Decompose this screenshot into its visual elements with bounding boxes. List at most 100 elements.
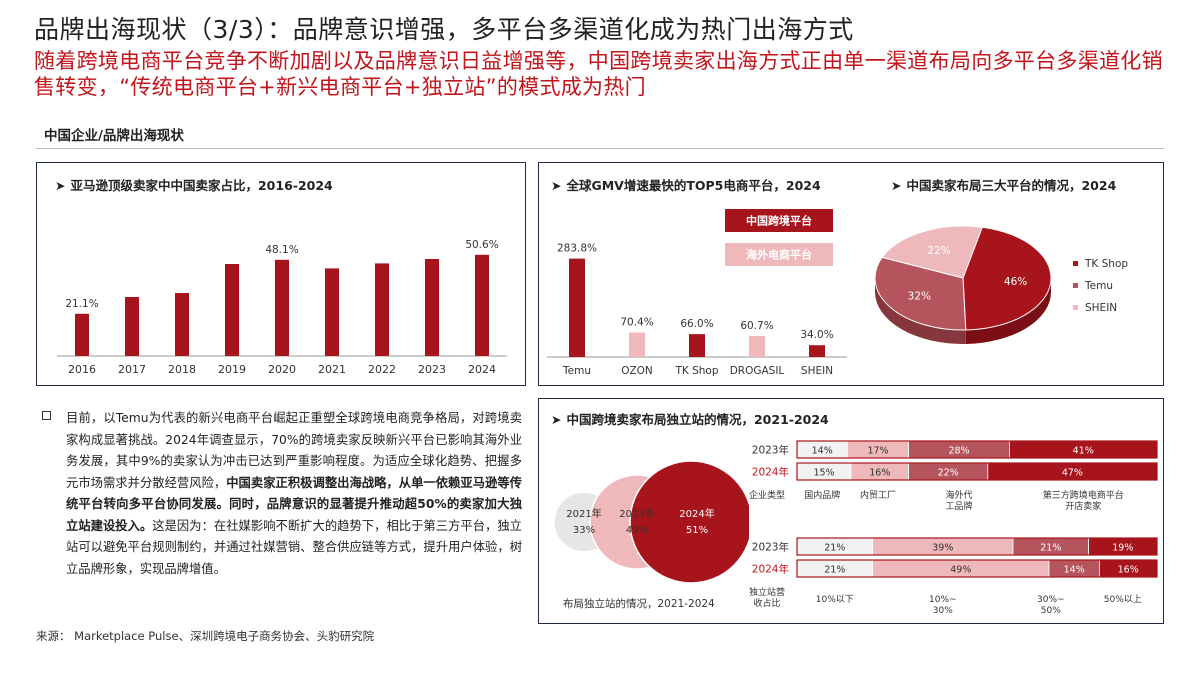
x-tick-label: 2018 [168, 363, 196, 376]
category-label: 30% [933, 606, 953, 616]
category-label: 工品牌 [945, 500, 972, 512]
row-type-label: 收占比 [753, 597, 780, 609]
legend-box-1 [725, 243, 833, 266]
data-label: 60.7% [740, 320, 773, 332]
category-label: 国内品牌 [804, 489, 840, 501]
legend-marker-1 [1073, 283, 1078, 288]
chart-title-independent: 中国跨境卖家布局独立站的情况，2021-2024 [566, 412, 829, 427]
panel-title-independent: ➤ 中国跨境卖家布局独立站的情况，2021-2024 [551, 409, 829, 428]
bubble-year-label: 2024年 [679, 507, 714, 520]
section-divider [36, 148, 1164, 149]
bar-2021 [325, 268, 339, 356]
x-tick-label: 2024 [468, 363, 496, 376]
bubble-value-label: 49% [626, 525, 648, 536]
data-label: 66.0% [680, 318, 713, 330]
chart-title-gmv: 全球GMV增速最快的TOP5电商平台，2024 [566, 178, 821, 193]
pie-slice-temu [874, 256, 967, 331]
pie-data-label: 22% [927, 245, 950, 257]
chart-amazon-share: 2016 21.1% 2017 2018 2019 2020 48.1% 2021 2022 20… [57, 239, 507, 376]
chart-title-amazon: 亚马逊顶级卖家中中国卖家占比，2016-2024 [70, 178, 333, 193]
legend-label-1: Temu [1084, 280, 1113, 292]
legend-label-0: 中国跨境平台 [746, 214, 812, 228]
segment-label: 28% [948, 446, 969, 457]
legend-marker-2 [1073, 305, 1078, 310]
chart-bubbles: 2021年 33% 2023年 49% 2024年 51% 布局独立站的情况，2021-20… [553, 460, 749, 610]
row-type-label: 企业类型 [749, 489, 785, 501]
triangle-bullet-icon: ➤ [55, 178, 66, 193]
bullet-text-part2: 中国卖家正积极调整出海战略，从单一依赖亚马逊等传统平台转向多平台协同发展。同时，… [66, 475, 522, 533]
bubble-caption: 布局独立站的情况，2021-2024 [563, 597, 715, 610]
row-type-label: 独立站营 [749, 586, 785, 598]
bubble-value-label: 51% [686, 525, 708, 536]
triangle-bullet-icon: ➤ [551, 412, 562, 427]
chart-gmv-top5: Temu 283.8% OZON 70.4% TK Shop 66.0% DROGASIL 6… [547, 209, 847, 377]
pie-slice-tk-shop [962, 226, 1052, 331]
panel-gmv-and-platforms: ➤ 全球GMV增速最快的TOP5电商平台，2024 ➤ 中国卖家布局三大平台的情况，… [538, 162, 1164, 386]
pie-slice-shein [881, 225, 983, 279]
panel-independent-sites: ➤ 中国跨境卖家布局独立站的情况，2021-2024 2021年 33% 2023年 4… [538, 398, 1164, 624]
legend-label-2: SHEIN [1085, 302, 1117, 314]
triangle-bullet-icon: ➤ [891, 178, 902, 193]
data-label: 34.0% [800, 329, 833, 341]
bar-tk-shop [689, 334, 705, 357]
data-label: 21.1% [65, 298, 98, 310]
category-label: 10%~ [929, 595, 957, 605]
bar-2023 [425, 259, 439, 356]
bar-2018 [175, 293, 189, 356]
segment-label: 39% [932, 543, 953, 554]
bar-2016 [75, 313, 89, 356]
bar-2020 [275, 259, 289, 356]
bar-temu [569, 258, 585, 357]
x-tick-label: 2019 [218, 363, 246, 376]
pie-side-temu-0 [875, 278, 966, 344]
segment-label: 49% [950, 565, 971, 576]
bubble-year-label: 2023年 [619, 507, 654, 520]
panel-amazon-share: ➤ 亚马逊顶级卖家中中国卖家占比，2016-2024 2016 21.1% 2017 2… [36, 162, 526, 386]
row-label: 2024年 [752, 563, 789, 576]
bullet-paragraph: 目前，以Temu为代表的新兴电商平台崛起正重塑全球跨境电商竞争格局，对跨境卖家构… [42, 408, 522, 580]
source-note: 来源： Marketplace Pulse、深圳跨境电子商务协会、头豹研究院 [36, 629, 375, 643]
bar-outline [796, 559, 1158, 578]
segment-label: 14% [812, 446, 833, 457]
x-tick-label: Temu [562, 365, 591, 377]
page-title: 品牌出海现状（3/3）：品牌意识增强，多平台多渠道化成为热门出海方式 [34, 15, 854, 44]
category-label: 内贸工厂 [860, 489, 896, 501]
category-label: 50%以上 [1104, 594, 1142, 605]
bar-ozon [629, 332, 645, 357]
x-tick-label: OZON [621, 365, 653, 377]
segment-label: 17% [867, 446, 888, 457]
legend-label-0: TK Shop [1084, 258, 1128, 270]
triangle-bullet-icon: ➤ [551, 178, 562, 193]
segment-label: 22% [938, 468, 959, 479]
category-label: 第三方跨境电商平台 [1043, 489, 1124, 501]
square-bullet-icon [42, 411, 51, 420]
bar-drogasil [749, 335, 765, 357]
panel-title-gmv: ➤ 全球GMV增速最快的TOP5电商平台，2024 [551, 175, 821, 194]
bar-outline [796, 462, 1158, 481]
bullet-text-part3: 这是因为：在社媒影响不断扩大的趋势下，相比于第三方平台，独立站可以避免平台规则制… [66, 518, 522, 576]
x-tick-label: 2016 [68, 363, 96, 376]
legend-label-1: 海外电商平台 [746, 248, 812, 262]
row-label: 2024年 [752, 466, 789, 479]
category-label: 海外代 [945, 489, 972, 501]
x-tick-label: 2022 [368, 363, 396, 376]
chart-title-pie: 中国卖家布局三大平台的情况，2024 [906, 178, 1117, 193]
segment-label: 15% [813, 468, 834, 479]
segment-label: 47% [1062, 468, 1083, 479]
x-tick-label: 2020 [268, 363, 296, 376]
pie-data-label: 46% [1004, 276, 1027, 288]
pie-side-tk-shop-0 [965, 278, 1051, 344]
x-tick-label: TK Shop [674, 365, 718, 377]
category-label: 30%~ [1037, 595, 1065, 605]
legend-marker-0 [1073, 261, 1078, 266]
segment-label: 21% [1040, 543, 1061, 554]
pie-data-label: 32% [908, 291, 931, 303]
chart-stacked-bars: 2023年 14% 17% 28% 41% 2024年 15% 16% 22% 47% 国内品牌 内贸… [749, 440, 1158, 616]
row-label: 2023年 [752, 444, 789, 457]
bar-outline [796, 440, 1158, 459]
category-label: 10%以下 [816, 595, 854, 605]
data-label: 50.6% [465, 239, 498, 251]
data-label: 70.4% [620, 317, 653, 329]
x-tick-label: 2017 [118, 363, 146, 376]
bubble-value-label: 33% [573, 525, 595, 536]
